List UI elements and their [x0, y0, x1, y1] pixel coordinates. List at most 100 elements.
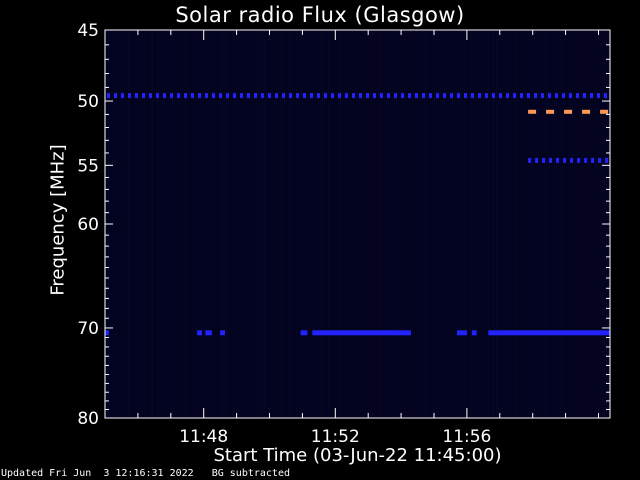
band-50-8mhz-bright-dashes — [528, 109, 609, 114]
band-segment — [197, 330, 202, 336]
noise-streak — [330, 31, 331, 417]
noise-streak — [282, 31, 283, 417]
y-tick-label: 55 — [77, 156, 99, 176]
band-dash — [198, 93, 201, 99]
noise-streak — [498, 31, 499, 417]
noise-streak — [468, 31, 469, 417]
noise-streak — [368, 31, 369, 417]
noise-streak — [516, 31, 517, 417]
noise-streak — [244, 31, 245, 417]
band-70-5mhz-segments — [105, 330, 610, 336]
noise-streak — [486, 31, 487, 417]
noise-streak — [554, 31, 555, 417]
noise-streak — [430, 31, 431, 417]
band-dash — [170, 93, 173, 99]
noise-streak — [428, 31, 429, 417]
noise-streak — [354, 31, 355, 417]
noise-streak — [388, 31, 389, 417]
noise-streak — [132, 31, 133, 417]
noise-streak — [378, 31, 379, 417]
band-dash — [387, 93, 390, 99]
y-tick-label: 50 — [77, 92, 99, 112]
noise-streak — [412, 31, 413, 417]
band-dash — [600, 109, 609, 114]
x-tick-label: 11:56 — [442, 427, 491, 447]
noise-streak — [490, 31, 491, 417]
noise-streak — [190, 31, 191, 417]
noise-streak — [252, 31, 253, 417]
noise-streak — [524, 31, 525, 417]
band-dash — [513, 93, 516, 99]
noise-streak — [318, 31, 319, 417]
noise-streak — [220, 31, 221, 417]
band-dash — [359, 93, 362, 99]
noise-streak — [260, 31, 261, 417]
noise-streak — [404, 31, 405, 417]
band-dash — [443, 93, 446, 99]
noise-streak — [442, 31, 443, 417]
noise-streak — [246, 31, 247, 417]
noise-streak — [178, 31, 179, 417]
noise-streak — [196, 31, 197, 417]
band-dash — [542, 157, 546, 163]
noise-streak — [334, 31, 335, 417]
noise-streak — [292, 31, 293, 417]
noise-streak — [538, 31, 539, 417]
noise-streak — [344, 31, 345, 417]
band-dash — [563, 157, 567, 163]
noise-streak — [422, 31, 423, 417]
noise-streak — [406, 31, 407, 417]
noise-streak — [156, 31, 157, 417]
band-dash — [450, 93, 453, 99]
noise-streak — [298, 31, 299, 417]
noise-streak — [598, 31, 599, 417]
noise-streak — [120, 31, 121, 417]
noise-streak — [452, 31, 453, 417]
band-dash — [570, 157, 574, 163]
noise-streak — [520, 31, 521, 417]
noise-streak — [164, 31, 165, 417]
noise-streak — [376, 31, 377, 417]
band-dash — [422, 93, 425, 99]
noise-streak — [574, 31, 575, 417]
noise-streak — [550, 31, 551, 417]
noise-streak — [576, 31, 577, 417]
band-54-6mhz-dashes — [528, 157, 609, 163]
noise-streak — [258, 31, 259, 417]
noise-streak — [594, 31, 595, 417]
noise-streak — [448, 31, 449, 417]
noise-streak — [374, 31, 375, 417]
noise-streak — [308, 31, 309, 417]
noise-streak — [332, 31, 333, 417]
noise-streak — [400, 31, 401, 417]
chart-title: Solar radio Flux (Glasgow) — [175, 3, 465, 27]
band-dash — [549, 157, 553, 163]
band-dash — [457, 93, 460, 99]
noise-streak — [592, 31, 593, 417]
noise-streak — [172, 31, 173, 417]
noise-streak — [526, 31, 527, 417]
noise-streak — [358, 31, 359, 417]
band-segment — [220, 330, 225, 336]
noise-streak — [444, 31, 445, 417]
band-dash — [317, 93, 320, 99]
noise-streak — [116, 31, 117, 417]
band-dash — [163, 93, 166, 99]
noise-streak — [564, 31, 565, 417]
band-dash — [289, 93, 292, 99]
x-axis: 11:48 11:52 11:56 — [104, 30, 599, 447]
band-dash — [233, 93, 236, 99]
noise-streak — [176, 31, 177, 417]
band-dash — [415, 93, 418, 99]
noise-streak — [380, 31, 381, 417]
noise-streak — [390, 31, 391, 417]
noise-streak — [580, 31, 581, 417]
band-dash — [184, 93, 187, 99]
footer: Updated Fri Jun 3 12:16:31 2022 BG subtr… — [1, 468, 290, 479]
noise-streak — [488, 31, 489, 417]
band-dash — [380, 93, 383, 99]
noise-streak — [250, 31, 251, 417]
noise-streak — [238, 31, 239, 417]
noise-streak — [366, 31, 367, 417]
noise-streak — [546, 31, 547, 417]
